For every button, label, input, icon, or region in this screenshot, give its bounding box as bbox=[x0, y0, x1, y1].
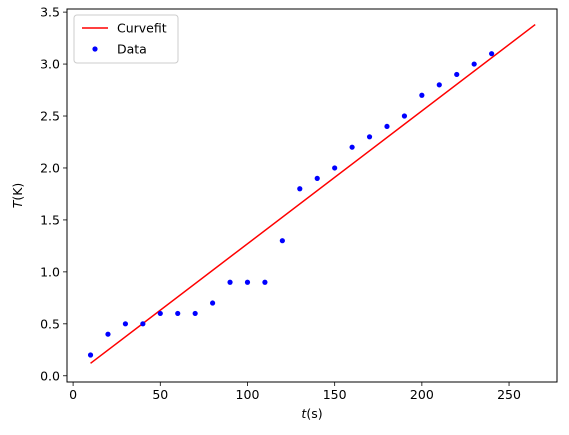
data-point-19 bbox=[419, 92, 425, 98]
legend-label-0: Curvefit bbox=[117, 21, 167, 36]
y-axis-label: T(K) bbox=[10, 183, 25, 209]
y-tick-label-5: 2.5 bbox=[40, 109, 60, 124]
data-point-22 bbox=[471, 61, 477, 67]
y-tick-label-1: 0.5 bbox=[40, 316, 60, 331]
data-point-2 bbox=[122, 321, 129, 327]
y-tick-label-6: 3.0 bbox=[40, 57, 60, 72]
data-point-11 bbox=[279, 238, 285, 244]
data-point-18 bbox=[401, 113, 408, 119]
legend: Curvefit Data bbox=[73, 14, 179, 64]
y-tick-label-0: 0.0 bbox=[40, 368, 60, 383]
data-point-7 bbox=[210, 300, 216, 306]
x-tick-label-3: 150 bbox=[323, 387, 347, 402]
data-point-4 bbox=[157, 310, 163, 317]
data-point-13 bbox=[314, 175, 320, 181]
plot-area bbox=[87, 23, 536, 364]
data-point-10 bbox=[262, 279, 268, 285]
y-tick-label-7: 3.5 bbox=[40, 5, 60, 20]
y-axis: 0.0 0.5 1.0 1.5 2.0 2.5 3.0 3.5 bbox=[40, 5, 67, 383]
series-line-curvefit bbox=[90, 23, 536, 364]
data-point-16 bbox=[366, 134, 373, 140]
axes-frame bbox=[66, 8, 558, 383]
legend-label-1: Data bbox=[117, 42, 147, 57]
x-tick-label-4: 200 bbox=[410, 387, 434, 402]
legend-swatch-data bbox=[92, 46, 98, 52]
data-point-23 bbox=[489, 51, 495, 57]
data-point-15 bbox=[349, 144, 355, 150]
data-point-14 bbox=[332, 165, 338, 171]
data-point-21 bbox=[454, 71, 460, 78]
data-point-3 bbox=[140, 321, 146, 327]
data-point-17 bbox=[384, 123, 390, 130]
legend-box bbox=[73, 14, 179, 64]
x-axis-label: t(s) bbox=[301, 406, 322, 421]
x-tick-label-1: 50 bbox=[152, 387, 168, 402]
data-point-9 bbox=[244, 279, 251, 285]
data-point-6 bbox=[192, 310, 198, 317]
y-tick-label-2: 1.0 bbox=[40, 264, 60, 279]
y-tick-label-4: 2.0 bbox=[40, 160, 60, 175]
data-point-0 bbox=[87, 352, 94, 358]
x-tick-label-2: 100 bbox=[236, 387, 260, 402]
data-point-12 bbox=[297, 186, 303, 192]
x-axis: 0 50 100 150 200 250 bbox=[69, 382, 521, 402]
x-tick-label-5: 250 bbox=[497, 387, 521, 402]
data-point-5 bbox=[175, 310, 181, 317]
x-tick-label-0: 0 bbox=[69, 387, 77, 402]
data-point-20 bbox=[436, 82, 442, 88]
y-tick-label-3: 1.5 bbox=[40, 212, 60, 227]
data-point-8 bbox=[227, 279, 233, 285]
data-point-1 bbox=[105, 331, 111, 337]
